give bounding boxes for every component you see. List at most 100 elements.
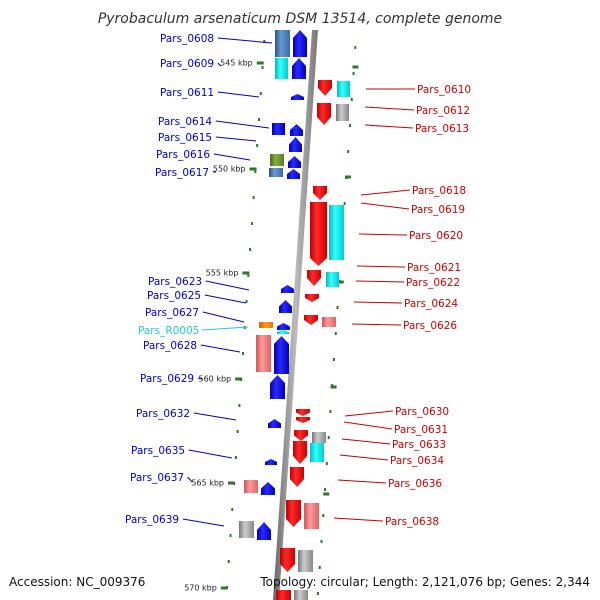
gene-label-left: Pars_0632 [136,408,190,420]
leader-line [188,449,233,459]
reverse-gene-arrow [296,409,310,416]
tick-mark [344,175,351,179]
tick-label: 545 kbp [220,59,253,68]
gene-label-left: Pars_0614 [158,116,212,128]
gene-block [312,432,326,443]
track-dot [256,144,259,147]
leader-line [360,189,411,196]
track-dot [236,430,239,433]
leader-line [217,62,222,67]
track-dot [234,456,237,459]
gene-block [337,81,350,97]
gene-label-left: Pars_0627 [145,307,199,319]
gene-block [272,123,285,135]
track-dot [238,404,241,407]
forward-gene-arrow [289,137,302,152]
track-dot [348,124,351,127]
tick-mark [337,280,344,284]
reverse-gene-arrow [317,103,331,125]
gene-block [270,154,284,166]
accession-text: Accession: NC_009376 [9,575,145,589]
forward-gene-arrow [274,336,289,374]
leader-line [358,233,408,236]
forward-gene-arrow [288,156,301,168]
leader-line [182,518,225,527]
tick-mark [249,167,257,171]
tick-mark [330,385,337,389]
gene-label-left: Pars_0639 [125,514,179,526]
leader-line [351,323,402,326]
leader-line [205,280,250,291]
track-dot [263,40,266,43]
track-dot [261,66,264,69]
track-dot [329,410,332,413]
left-track-dots [225,40,266,589]
track-dot [354,46,357,49]
track-dot [350,98,353,101]
leader-line [187,476,193,483]
gene-block [269,168,283,177]
gene-label-left: Pars_0608 [160,33,214,45]
forward-gene-arrow [268,419,281,428]
leader-line [337,479,387,484]
leader-line [213,153,251,161]
gene-label-right: Pars_0626 [403,320,457,332]
genome-backbone [273,30,318,600]
track-dot [247,274,250,277]
reverse-gene-arrow [290,467,304,487]
gene-label-left: Pars_0617 [155,167,209,179]
gene-label-right: Pars_0633 [392,439,446,451]
gene-label-right: Pars_0613 [415,123,469,135]
reverse-gene-arrow [313,186,327,200]
gene-label-left: Pars_0625 [147,290,201,302]
gene-label-left: Pars_0616 [156,149,210,161]
track-dot [259,92,262,95]
gene-features [239,30,350,600]
track-dot [316,592,319,595]
leader-line [204,294,247,304]
gene-label-right: Pars_0621 [407,262,461,274]
forward-gene-arrow [292,58,306,79]
leader-line [355,280,405,283]
track-dot [327,436,330,439]
gene-label-right: Pars_0612 [416,105,470,117]
gene-block [259,322,273,328]
forward-gene-arrow [291,94,304,100]
leader-line [353,301,403,304]
leader-line [193,412,237,421]
leader-line [364,124,414,129]
track-dot [343,202,346,205]
leader-line [339,454,389,461]
gene-block [256,335,271,372]
leader-line [201,326,249,331]
track-dot [352,72,355,75]
leader-line [343,421,393,430]
reverse-gene-arrow [280,548,295,572]
leader-line [356,265,406,268]
tick-mark [323,492,330,496]
forward-gene-arrow [287,169,300,179]
topology-text: Topology: circular; Length: 2,121,076 bp… [259,575,590,589]
scale-ticks: 545 kbp 550 kbp 555 kbp 560 kbp 565 kbp 570 k… [184,59,359,593]
tick-label: 570 kbp [184,584,217,593]
forward-gene-arrow [257,522,271,540]
tick-mark [242,271,250,275]
reverse-gene-arrow [296,417,310,423]
gene-label-right: Pars_0620 [409,230,463,242]
gene-label-right: Pars_0630 [395,406,449,418]
tick-mark [228,481,236,485]
forward-gene-arrow [293,30,307,57]
track-dot [257,118,260,121]
track-dot [252,196,255,199]
track-dot [325,462,328,465]
leader-line [341,438,391,445]
reverse-gene-arrow [307,270,321,286]
gene-label-right: Pars_0624 [404,298,458,310]
track-dot [250,222,253,225]
tick-mark [235,377,243,381]
forward-gene-arrow [281,285,294,293]
reverse-gene-arrow [305,294,319,302]
tick-label: 555 kbp [206,269,239,278]
